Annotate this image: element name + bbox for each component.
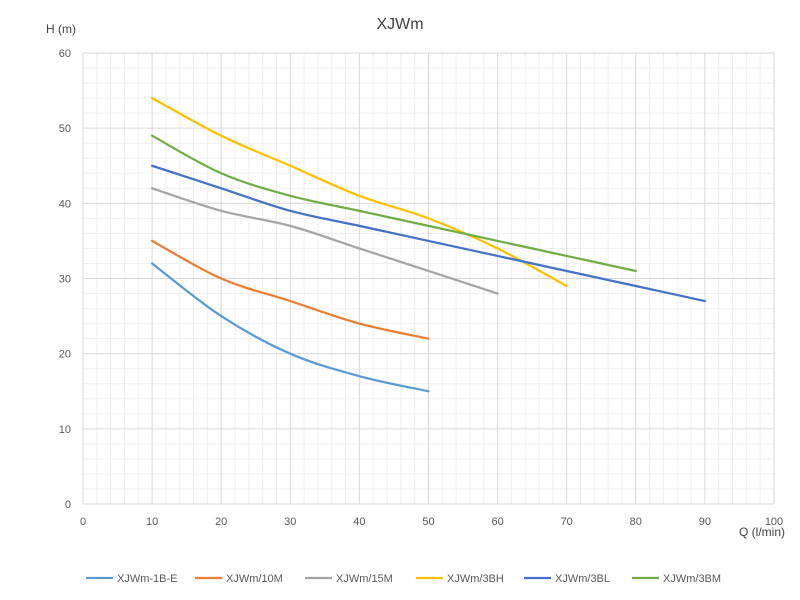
series-lines: [150, 96, 707, 393]
x-tick-label: 50: [422, 516, 434, 528]
tick-labels: 0 10 20 30 40 50 60 70 80 90 100 0 10 20 30 40 50 60: [59, 48, 783, 528]
y-tick-label: 0: [65, 499, 71, 511]
legend-label: XJWm/3BH: [447, 573, 504, 585]
x-tick-label: 10: [146, 516, 158, 528]
legend-item-5: XJWm/3BL: [524, 573, 610, 585]
y-tick-label: 30: [59, 274, 71, 286]
series-line-1: [150, 262, 430, 393]
series-line-4: [150, 96, 568, 288]
series-line-2: [150, 239, 430, 340]
legend-item-3: XJWm/15M: [305, 573, 393, 585]
x-tick-label: 100: [765, 516, 783, 528]
x-tick-label: 70: [561, 516, 573, 528]
series-line-5: [150, 164, 707, 303]
x-tick-label: 20: [215, 516, 227, 528]
x-tick-label: 60: [491, 516, 503, 528]
legend-label: XJWm/3BL: [555, 573, 610, 585]
y-axis-label: H (m): [46, 22, 76, 36]
y-tick-label: 50: [59, 123, 71, 135]
y-tick-label: 20: [59, 349, 71, 361]
legend-label: XJWm/3BM: [663, 573, 721, 585]
legend-item-2: XJWm/10M: [195, 573, 283, 585]
y-tick-label: 10: [59, 424, 71, 436]
legend-label: XJWm-1B-E: [117, 573, 178, 585]
x-tick-label: 30: [284, 516, 296, 528]
series-line-3: [150, 187, 499, 295]
legend-label: XJWm/10M: [226, 573, 283, 585]
x-tick-label: 0: [80, 516, 86, 528]
x-tick-label: 90: [699, 516, 711, 528]
y-tick-label: 40: [59, 198, 71, 210]
chart-title: XJWm: [376, 16, 423, 33]
legend-item-6: XJWm/3BM: [632, 573, 721, 585]
legend-item-1: XJWm-1B-E: [86, 573, 178, 585]
y-tick-label: 60: [59, 48, 71, 60]
series-line-6: [150, 134, 637, 273]
gridlines: [82, 52, 775, 505]
legend-label: XJWm/15M: [336, 573, 393, 585]
legend: XJWm-1B-E XJWm/10M XJWm/15M XJWm/3BH XJWm/3B…: [86, 573, 721, 585]
x-axis-label: Q (l/min): [739, 525, 785, 539]
x-tick-label: 80: [630, 516, 642, 528]
legend-item-4: XJWm/3BH: [416, 573, 504, 585]
x-tick-label: 40: [353, 516, 365, 528]
